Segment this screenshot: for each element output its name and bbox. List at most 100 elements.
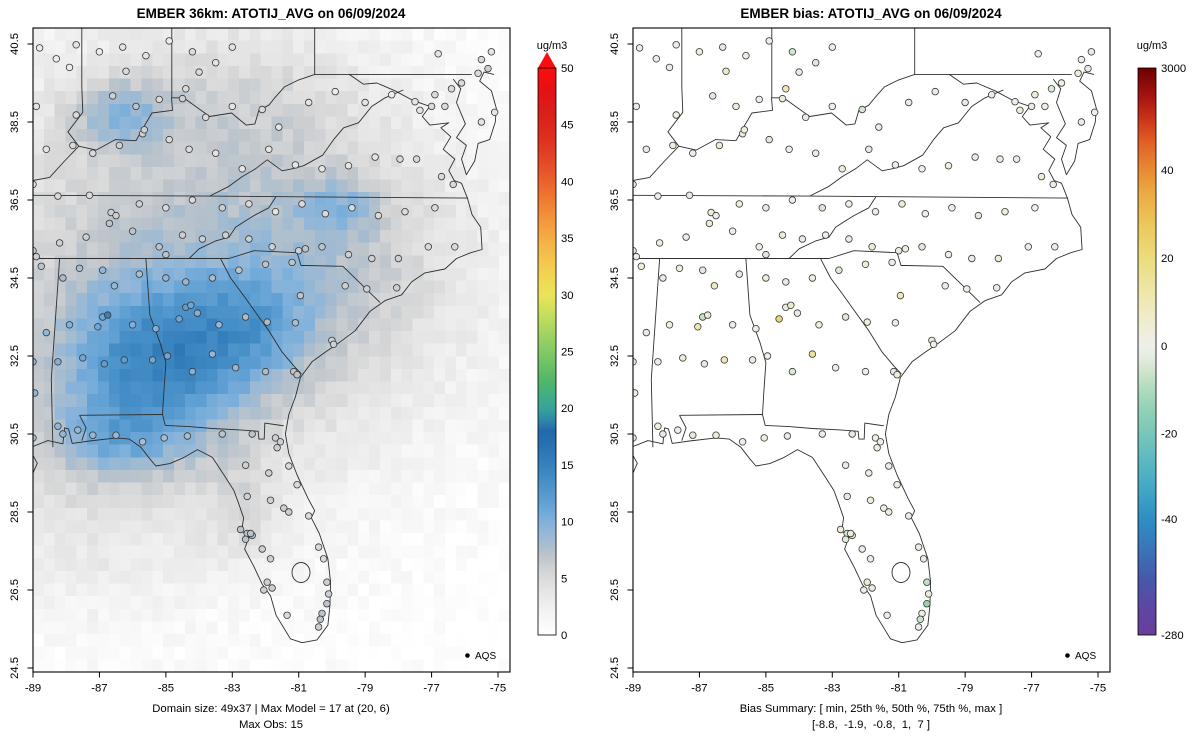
station-dot xyxy=(843,492,851,501)
station-dot xyxy=(788,48,797,56)
state-border xyxy=(209,89,404,197)
station-dot xyxy=(258,545,266,553)
station-dot xyxy=(893,481,901,489)
delmarva-outline xyxy=(452,71,497,176)
station-dot xyxy=(694,323,702,331)
station-dot xyxy=(487,48,496,56)
x-tick-label: -83 xyxy=(224,683,240,695)
x-tick-label: -75 xyxy=(1090,683,1106,695)
station-dot xyxy=(944,250,953,259)
y-tick-label: 40.5 xyxy=(9,33,21,55)
x-tick-label: -81 xyxy=(891,683,907,695)
station-dot xyxy=(728,227,737,235)
station-dot xyxy=(260,586,268,594)
station-dot xyxy=(105,219,114,228)
station-dot xyxy=(368,254,376,263)
station-dot xyxy=(765,135,773,144)
station-dot xyxy=(263,578,271,586)
right-caption-line2: [-8.8, -1.9, -0.8, 1, 7 ] xyxy=(812,719,930,731)
station-dot xyxy=(59,274,67,282)
station-dot xyxy=(268,243,276,251)
x-tick-label: -87 xyxy=(91,683,107,695)
station-dot xyxy=(846,529,855,538)
station-dot xyxy=(971,153,979,161)
station-dot xyxy=(271,207,280,216)
colorbar-tick-label: -20 xyxy=(1161,429,1177,441)
map-clip-area xyxy=(633,28,1099,644)
station-dot xyxy=(160,434,168,442)
station-dot xyxy=(1011,97,1019,106)
station-dot xyxy=(276,438,285,446)
station-dot xyxy=(79,354,87,362)
station-dot xyxy=(305,98,313,107)
station-dot xyxy=(138,438,147,446)
right-legend-label: AQS xyxy=(1075,651,1096,662)
station-dot xyxy=(860,586,868,594)
left-panel: -89 -87 -85 -83 -81 -79 -77 -75 24.5 26.5 28.5 30.5… xyxy=(9,6,574,731)
station-dot xyxy=(477,118,486,126)
left-map-layers: -89 -87 -85 -83 -81 -79 -77 -75 24.5 26.5 28.5 30.5… xyxy=(9,27,574,695)
station-dot xyxy=(235,266,243,274)
station-dot xyxy=(755,95,763,104)
station-dot xyxy=(221,231,230,239)
station-dot xyxy=(665,321,674,329)
station-dot xyxy=(669,141,677,150)
station-dot xyxy=(635,44,644,52)
station-dot xyxy=(42,328,50,337)
station-dot xyxy=(755,243,763,251)
station-dot xyxy=(211,59,220,67)
station-dot xyxy=(871,207,880,216)
station-dot xyxy=(175,315,183,323)
station-dot xyxy=(183,432,192,440)
colorbar-tick-label: 30 xyxy=(561,290,574,302)
station-dot xyxy=(416,106,424,114)
station-dot xyxy=(266,496,275,504)
station-dot xyxy=(1001,207,1009,216)
colorbar-tick-label: -280 xyxy=(1161,630,1184,642)
station-dot xyxy=(491,108,499,116)
y-tick-label: 26.5 xyxy=(9,579,21,601)
station-dot xyxy=(74,426,82,434)
station-dot xyxy=(162,250,170,259)
state-border xyxy=(828,250,981,303)
station-dot xyxy=(896,291,905,300)
station-dot xyxy=(675,264,684,272)
station-dot xyxy=(201,113,210,121)
station-dot xyxy=(95,48,104,56)
station-dot xyxy=(431,204,439,212)
station-dot xyxy=(845,235,853,243)
station-dot xyxy=(431,90,439,99)
station-dot xyxy=(868,243,876,251)
axes: -89 -87 -85 -83 -81 -79 -77 -75 24.5 26.5 28.5 30.5… xyxy=(609,27,1111,695)
station-dot xyxy=(931,87,939,96)
station-dot xyxy=(633,102,640,111)
station-dot xyxy=(271,434,280,442)
station-dot xyxy=(258,105,266,114)
station-dot xyxy=(484,64,492,73)
state-border xyxy=(820,258,902,375)
state-border xyxy=(667,28,684,147)
station-dot xyxy=(1049,180,1057,189)
station-dot xyxy=(785,145,793,153)
station-dot xyxy=(944,161,953,170)
station-dot xyxy=(268,584,276,592)
station-dot xyxy=(37,262,45,270)
station-dot xyxy=(924,590,933,598)
left-legend-label: AQS xyxy=(475,651,496,662)
station-dot xyxy=(280,504,288,512)
colorbar-gradient xyxy=(537,67,557,636)
station-dot xyxy=(291,319,300,327)
state-border xyxy=(67,28,84,147)
station-dot xyxy=(98,266,107,274)
station-dot xyxy=(715,141,724,150)
station-dot xyxy=(318,165,326,173)
station-dot xyxy=(901,245,910,253)
station-dot xyxy=(188,196,197,204)
state-border xyxy=(679,414,763,416)
station-dot xyxy=(1034,50,1042,58)
station-dot xyxy=(261,367,270,376)
station-dot xyxy=(182,278,190,286)
station-dot xyxy=(162,274,170,282)
station-dot xyxy=(652,55,660,63)
y-tick-label: 32.5 xyxy=(609,345,621,367)
